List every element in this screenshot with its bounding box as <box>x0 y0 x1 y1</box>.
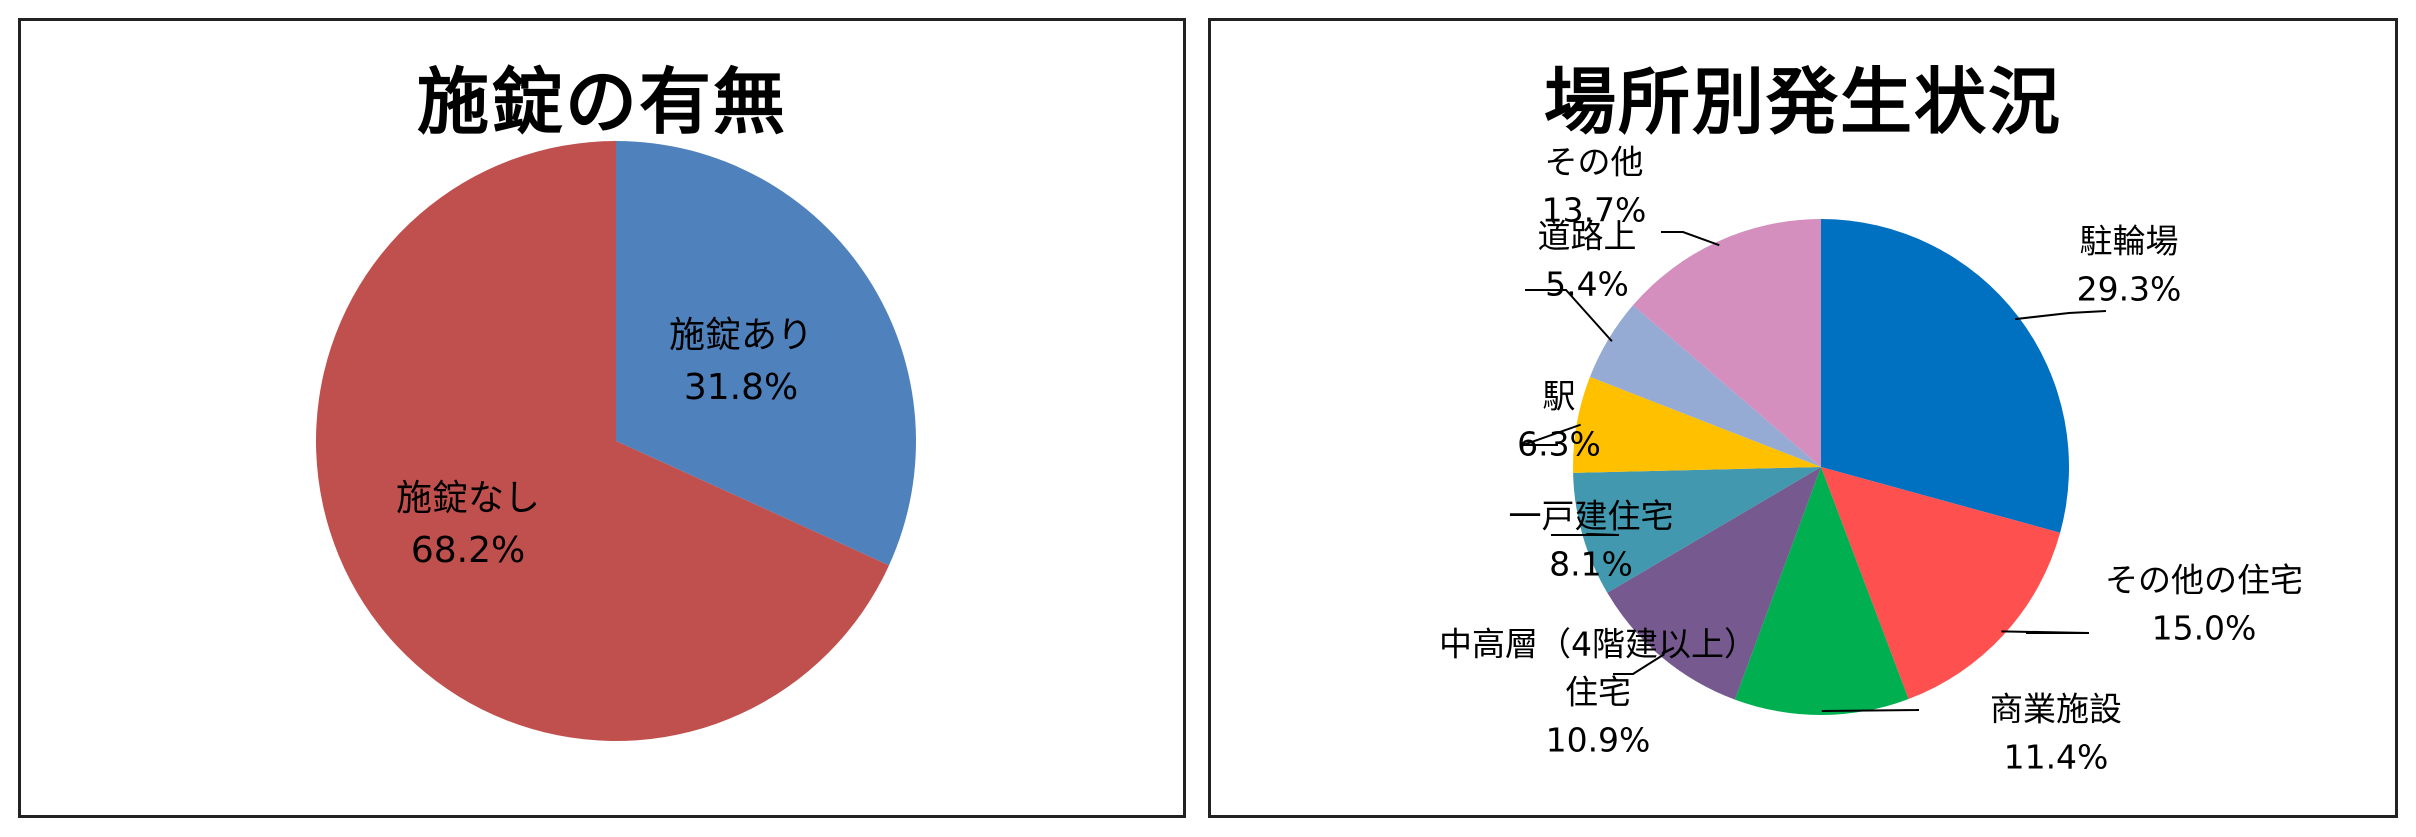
data-label-category: 道路上 <box>1538 217 1637 256</box>
data-label-value: 8.1% <box>1549 544 1633 583</box>
data-label-category: 駐輪場 <box>2080 222 2179 261</box>
data-label-value: 29.3% <box>2077 269 2182 308</box>
pie-slice <box>1589 305 1821 467</box>
pie-slice <box>616 141 916 566</box>
data-label-value: 68.2% <box>411 530 525 571</box>
pie-chart-location: 駐輪場 29.3% その他の住宅 15.0% 商業施設 11.4% 中高層（4階建以上） 住宅… <box>1439 143 2303 777</box>
leader-line <box>1821 709 1920 712</box>
pie-slice <box>1573 467 1821 593</box>
pie-slice <box>1734 467 1909 715</box>
data-label-category: 施錠なし <box>396 478 540 519</box>
leader-line <box>1551 532 1620 536</box>
leader-line <box>1522 423 1582 446</box>
pie-slice <box>316 141 890 741</box>
pie-slice <box>1821 219 2069 533</box>
data-label-category: その他 <box>1545 143 1644 182</box>
data-label-value: 6.3% <box>1517 424 1601 463</box>
chart-panel-lock-status: 施錠の有無 施錠あり 31.8% 施錠なし 68.2% <box>18 18 1186 818</box>
chart-title: 場所別発生状況 <box>1543 60 2062 144</box>
data-label-value: 11.4% <box>2004 737 2109 776</box>
pie-slice <box>1573 376 1821 473</box>
data-label-value: 15.0% <box>2152 608 2257 647</box>
data-label-value: 31.8% <box>684 367 798 408</box>
pie-slice <box>1607 467 1821 700</box>
data-label-category: 一戸建住宅 <box>1509 497 1674 536</box>
data-label-value: 13.7% <box>1542 190 1647 229</box>
pie-slice <box>1821 467 2061 700</box>
data-label-value: 10.9% <box>1546 720 1651 759</box>
leader-line <box>1661 231 1720 247</box>
leader-line <box>2014 310 2107 321</box>
leader-line <box>2001 630 2090 634</box>
data-label-category: 駅 <box>1543 377 1576 416</box>
chart-title: 施錠の有無 <box>416 60 787 144</box>
leader-line <box>1613 653 1665 675</box>
data-label-category: 施錠あり <box>669 315 813 356</box>
leader-line <box>1525 289 1613 342</box>
pie-chart-lock-status: 施錠あり 31.8% 施錠なし 68.2% <box>316 141 916 741</box>
data-label-category: 住宅 <box>1565 673 1631 712</box>
data-label-value: 5.4% <box>1545 264 1629 303</box>
data-label-category: 商業施設 <box>1990 690 2122 729</box>
chart-panel-location: 場所別発生状況 駐輪場 29.3% その他の住宅 15.0% 商業施設 11.4% 中高層（… <box>1208 18 2398 818</box>
data-label-category: その他の住宅 <box>2105 561 2303 600</box>
pie-slice <box>1633 219 1821 467</box>
data-label-category: 中高層（4階建以上） <box>1439 625 1757 664</box>
